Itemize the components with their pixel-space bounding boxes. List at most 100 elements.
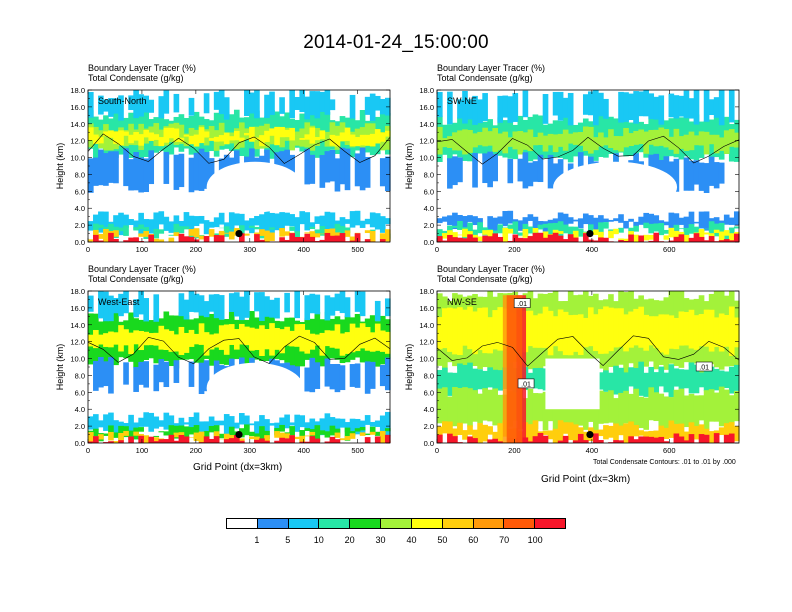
heatmap-cell [668, 315, 675, 349]
heatmap-cell [239, 323, 245, 345]
heatmap-cell [138, 157, 144, 193]
heatmap-cell [374, 431, 381, 436]
heatmap-cell [527, 310, 534, 347]
heatmap-cell [437, 426, 443, 442]
y-tick-label: 10.0 [70, 154, 85, 163]
heatmap-cell [289, 90, 295, 119]
heatmap-cell [158, 439, 165, 443]
heatmap-cell [557, 159, 564, 190]
heatmap-cell [344, 148, 351, 191]
heatmap-field [437, 291, 740, 443]
heatmap-cell [249, 327, 255, 351]
heatmap-cell [349, 364, 356, 387]
heatmap-cell [673, 128, 680, 154]
heatmap-cell [239, 225, 245, 235]
heatmap-cell [193, 425, 200, 440]
heatmap-cell [542, 391, 549, 431]
heatmap-cell [309, 226, 316, 230]
heatmap-cell [309, 293, 316, 314]
heatmap-cell [329, 297, 336, 316]
heatmap-cell [623, 220, 629, 229]
heatmap-cell [188, 329, 195, 347]
heatmap-cell [249, 436, 255, 440]
heatmap-cell [284, 433, 290, 439]
heatmap-cell [198, 148, 205, 191]
heatmap-cell [633, 424, 639, 437]
heatmap-cell [384, 125, 391, 150]
heatmap-cell [299, 435, 306, 443]
heatmap-cell [603, 306, 609, 354]
heatmap-cell [98, 357, 104, 388]
heatmap-cell [133, 220, 139, 230]
heatmap-cell [688, 98, 695, 119]
heatmap-cell [638, 396, 644, 429]
heatmap-cell [239, 296, 245, 321]
heatmap-cell [113, 98, 119, 114]
heatmap-cell [279, 437, 285, 443]
heatmap-plot: .01 .01 .01 0.0 2.0 4.0 6.0 8.0 10.0 12.0 14.0 16.0… [404, 287, 740, 455]
heatmap-cell [374, 323, 381, 351]
heatmap-cell [457, 363, 463, 389]
heatmap-cell [128, 123, 134, 146]
heatmap-cell [264, 94, 270, 118]
heatmap-cell [118, 227, 124, 232]
heatmap-cell [98, 95, 104, 115]
heatmap-cell [467, 215, 473, 222]
heatmap-cell [648, 223, 655, 234]
heatmap-cell [148, 132, 155, 141]
heatmap-cell [623, 390, 629, 424]
heatmap-cell [678, 369, 685, 397]
heatmap-cell [93, 134, 99, 144]
heatmap-cell [133, 431, 139, 436]
heatmap-cell [618, 91, 624, 123]
heatmap-cell [718, 240, 725, 242]
heatmap-cell [537, 433, 544, 443]
heatmap-cell [728, 227, 735, 235]
heatmap-cell [183, 117, 190, 149]
heatmap-cell [683, 216, 690, 231]
heatmap-cell [339, 132, 346, 142]
heatmap-cell [653, 372, 660, 395]
heatmap-cell [103, 333, 109, 347]
heatmap-cell [208, 125, 215, 141]
heatmap-cell [203, 332, 210, 356]
heatmap-cell [168, 234, 175, 236]
heatmap-field [437, 90, 740, 242]
y-tick-label: 12.0 [70, 137, 85, 146]
heatmap-cell [588, 215, 594, 229]
heatmap-cell [88, 239, 94, 242]
heatmap-cell [532, 114, 539, 160]
heatmap-cell [497, 95, 504, 123]
heatmap-cell [294, 324, 300, 347]
heatmap-cell [133, 227, 139, 231]
heatmap-cell [259, 292, 265, 321]
heatmap-cell [213, 233, 220, 237]
heatmap-cell [324, 211, 331, 234]
heatmap-cell [673, 389, 680, 427]
heatmap-cell [193, 239, 200, 242]
heatmap-cell [284, 292, 290, 313]
x-tick-label: 100 [136, 446, 149, 455]
heatmap-cell [638, 129, 644, 145]
contour-label-box [513, 298, 531, 308]
colorbar-cell [442, 519, 474, 528]
heatmap-cell [572, 424, 579, 443]
heatmap-cell [264, 296, 270, 317]
heatmap-cell [379, 233, 386, 242]
heatmap-cell [663, 229, 670, 234]
heatmap-cell [497, 216, 504, 224]
heatmap-cell [562, 224, 569, 234]
heatmap-cell [648, 129, 655, 145]
heatmap-cell [88, 127, 94, 141]
heatmap-cell [113, 432, 119, 438]
heatmap-cell [188, 437, 195, 438]
heatmap-cell [653, 129, 660, 147]
heatmap-cell [228, 229, 235, 231]
heatmap-cell [339, 233, 346, 242]
heatmap-cell [203, 360, 210, 392]
heatmap-cell [728, 433, 735, 443]
heatmap-cell [582, 431, 589, 443]
heatmap-cell [158, 359, 165, 383]
x-tick-label: 400 [297, 245, 310, 254]
heatmap-cell [128, 332, 134, 355]
